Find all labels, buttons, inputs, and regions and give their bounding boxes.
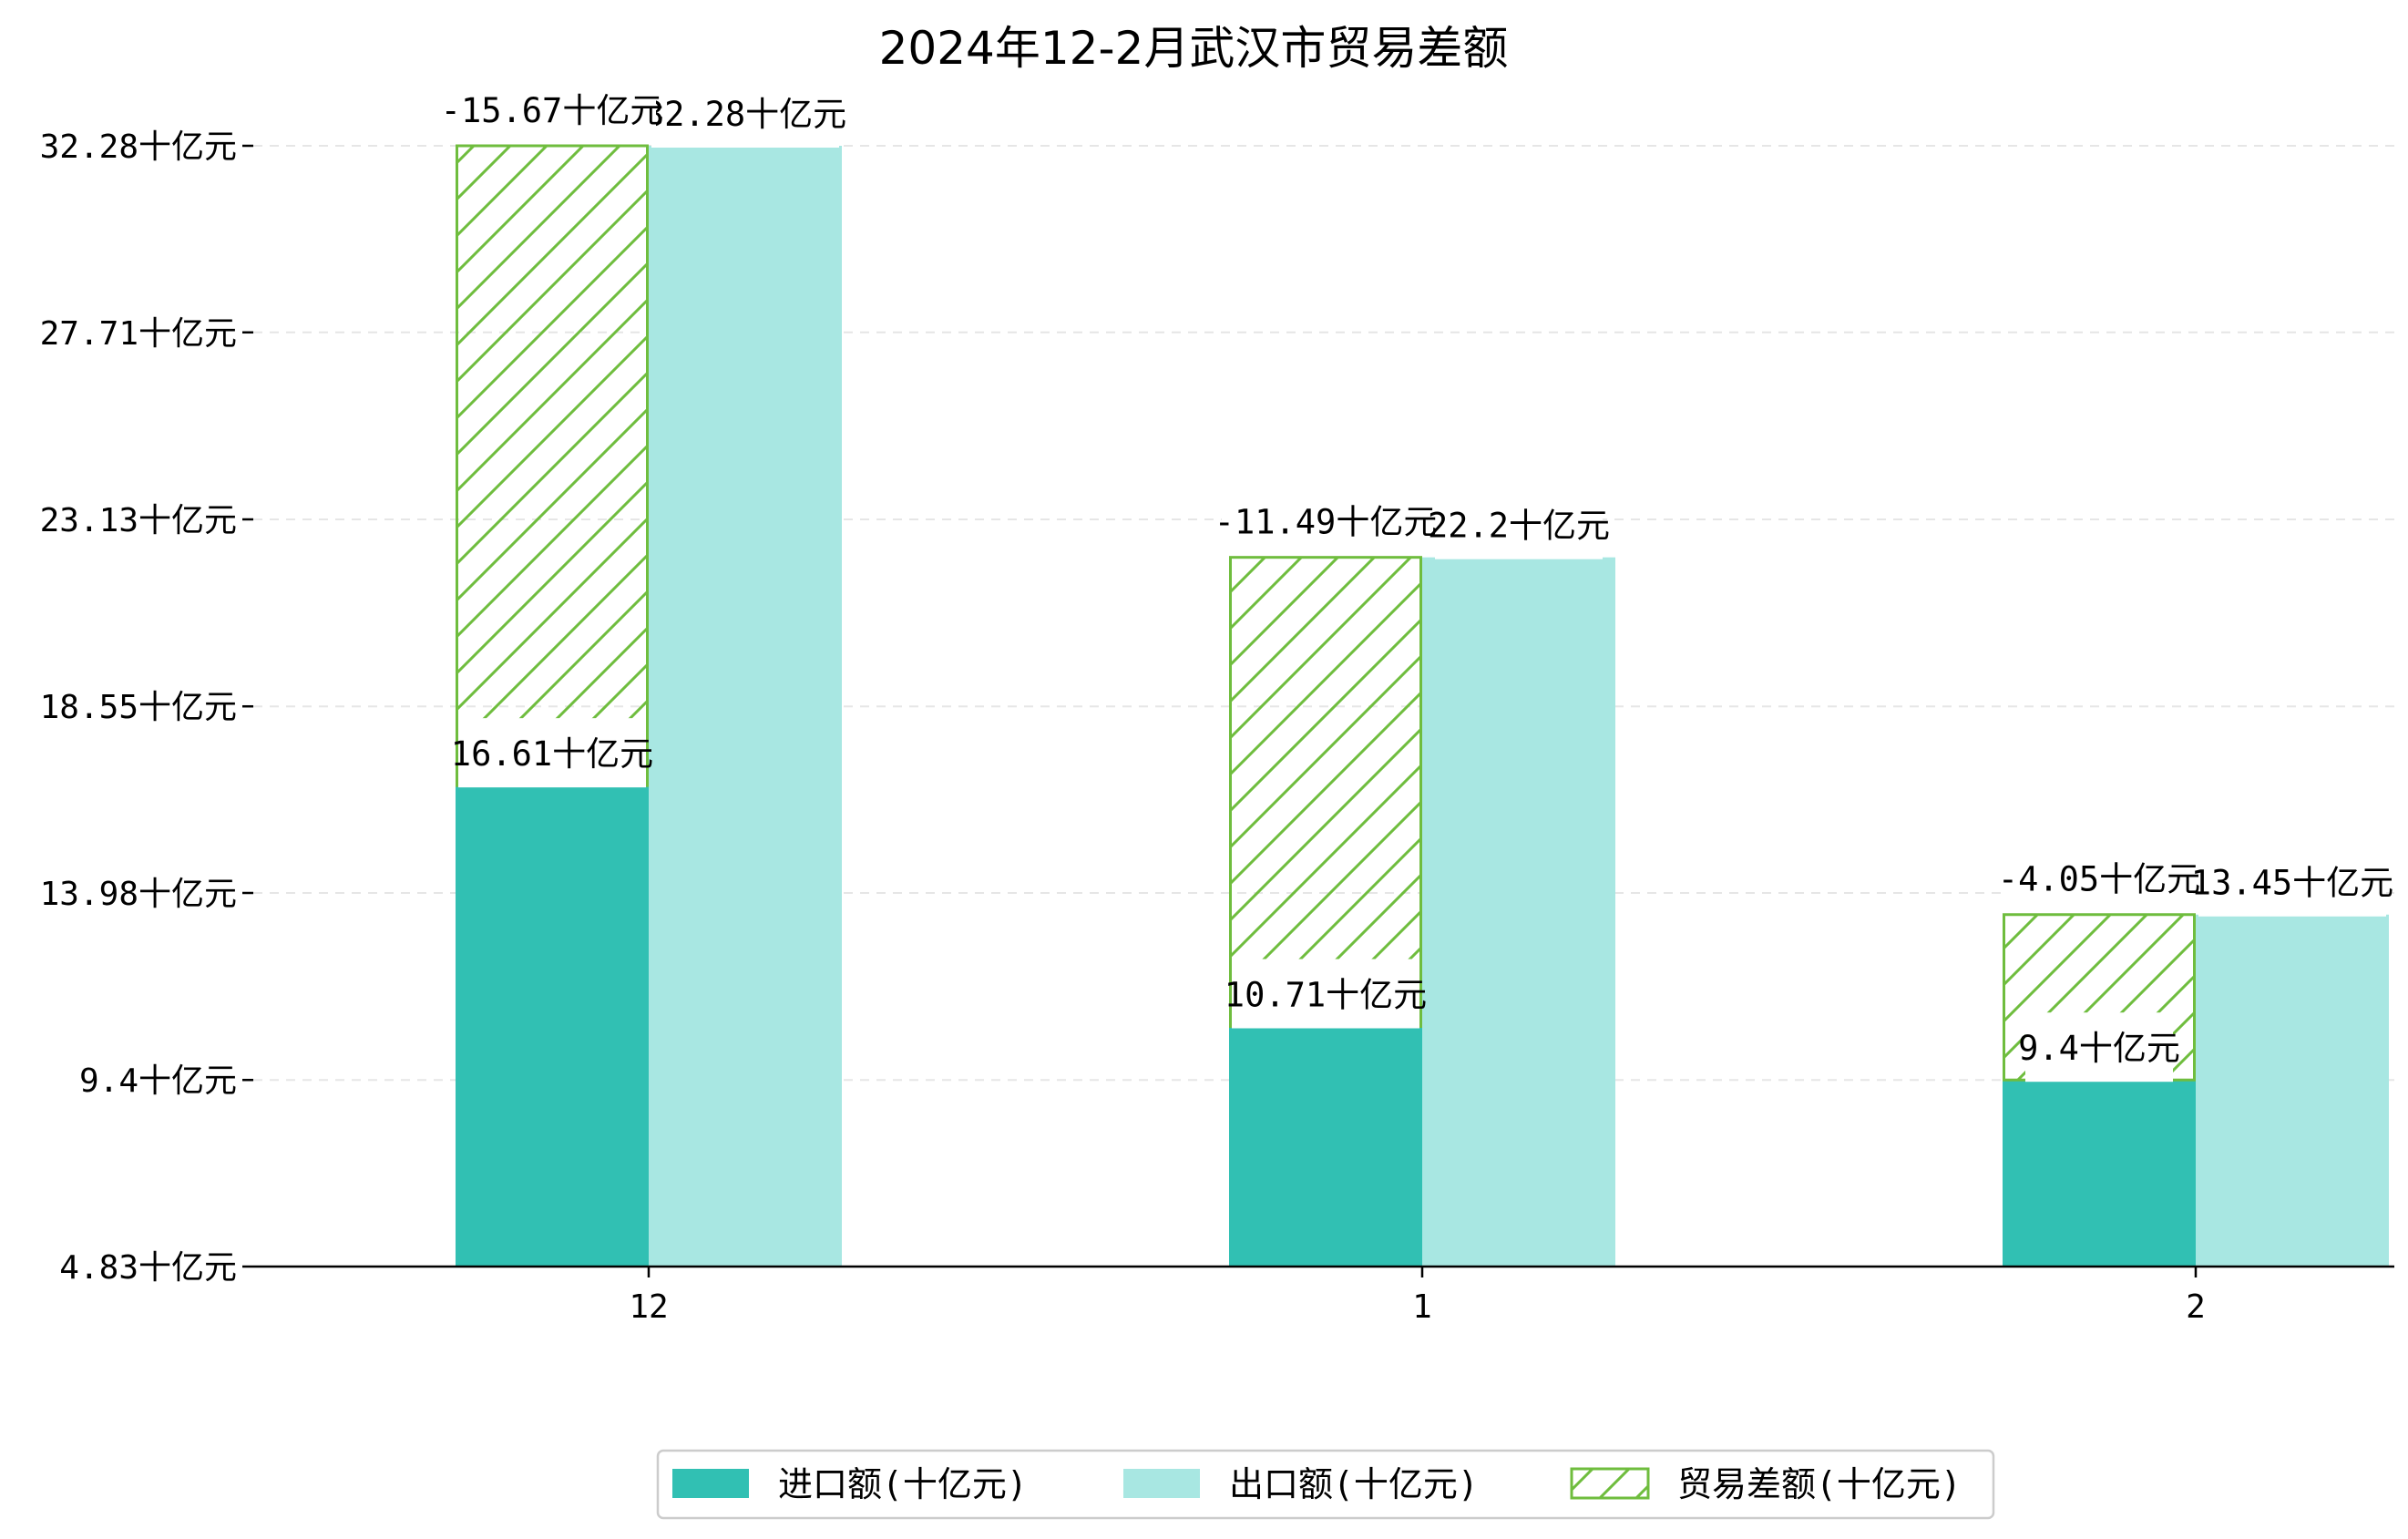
bars (456, 144, 2389, 1267)
legend-swatch (1123, 1469, 1200, 1498)
y-tick-label: 32.28十亿元 (40, 128, 237, 166)
legend-item: 进口额(十亿元) (672, 1464, 1028, 1504)
data-label-text: 10.71十亿元 (1224, 976, 1427, 1015)
y-tick-label: 4.83十亿元 (59, 1249, 237, 1287)
data-label-background (2198, 846, 2386, 917)
data-label-text: 13.45十亿元 (2191, 864, 2393, 903)
legend-label: 贸易差额(十亿元) (1677, 1464, 1962, 1504)
data-labels: 32.28十亿元-15.67十亿元 16.61十亿元 22.2十亿元-11.49十亿… (441, 75, 2393, 1082)
data-label-background (2005, 843, 2193, 913)
chart-title: 2024年12-2月武汉市贸易差额 (879, 22, 1509, 75)
data-label: -15.67十亿元 (441, 75, 664, 144)
export-bar (649, 146, 842, 1267)
data-label-background (448, 75, 656, 144)
legend-item: 贸易差额(十亿元) (1570, 1464, 1962, 1504)
y-tick-label: 9.4十亿元 (79, 1062, 237, 1100)
data-label-text: -15.67十亿元 (441, 91, 664, 130)
legend-frame (656, 1449, 1995, 1520)
data-label-background (458, 718, 646, 788)
x-tick-label: 2 (2186, 1288, 2206, 1326)
export-bar (2196, 914, 2389, 1267)
export-bar (1422, 557, 1615, 1267)
legend-swatch (1570, 1467, 1650, 1500)
import-bar (1229, 1026, 1422, 1267)
x-tick-label: 1 (1412, 1288, 1432, 1326)
data-label: -11.49十亿元 (1214, 486, 1438, 556)
x-axis: 12 1 2 (629, 1267, 2206, 1326)
data-label-text: 9.4十亿元 (2018, 1029, 2180, 1068)
data-label: 22.2十亿元 (1428, 489, 1610, 559)
legend: 进口额(十亿元) 出口额(十亿元) 贸易差额(十亿元) (656, 1449, 1995, 1520)
y-tick-label: 27.71十亿元 (40, 315, 237, 353)
data-label-background (651, 78, 839, 148)
data-label-text: 32.28十亿元 (644, 95, 846, 134)
data-label: 10.71十亿元 (1224, 959, 1427, 1029)
y-tick-label: 18.55十亿元 (40, 689, 237, 726)
x-tick-label: 12 (629, 1288, 668, 1326)
legend-item: 出口额(十亿元) (1123, 1464, 1479, 1504)
import-bar (456, 785, 649, 1267)
y-tick-label: 23.13十亿元 (40, 502, 237, 539)
data-label-background (1222, 486, 1429, 556)
data-label-background (2025, 1012, 2173, 1082)
y-tick-label: 13.98十亿元 (40, 876, 237, 913)
y-axis: 4.83十亿元 9.4十亿元 13.98十亿元 18.55十亿元 23.13十亿元 27.… (40, 128, 253, 1287)
data-label-background (1232, 959, 1419, 1029)
import-bar (2003, 1080, 2196, 1267)
trade-balance-bar (456, 144, 649, 787)
data-label-text: -11.49十亿元 (1214, 503, 1438, 542)
legend-label: 出口额(十亿元) (1229, 1464, 1479, 1504)
trade-balance-bar (1229, 556, 1422, 1029)
legend-swatch (672, 1469, 749, 1498)
data-label: -4.05十亿元 (1998, 843, 2200, 913)
data-label: 13.45十亿元 (2191, 846, 2393, 917)
data-label: 16.61十亿元 (451, 718, 653, 788)
data-label-background (1435, 489, 1603, 559)
data-label: 9.4十亿元 (2018, 1012, 2180, 1082)
data-label-text: -4.05十亿元 (1998, 860, 2200, 899)
data-label: 32.28十亿元 (644, 78, 846, 148)
legend-label: 进口额(十亿元) (778, 1464, 1028, 1504)
data-label-text: 22.2十亿元 (1428, 507, 1610, 546)
data-label-text: 16.61十亿元 (451, 734, 653, 774)
